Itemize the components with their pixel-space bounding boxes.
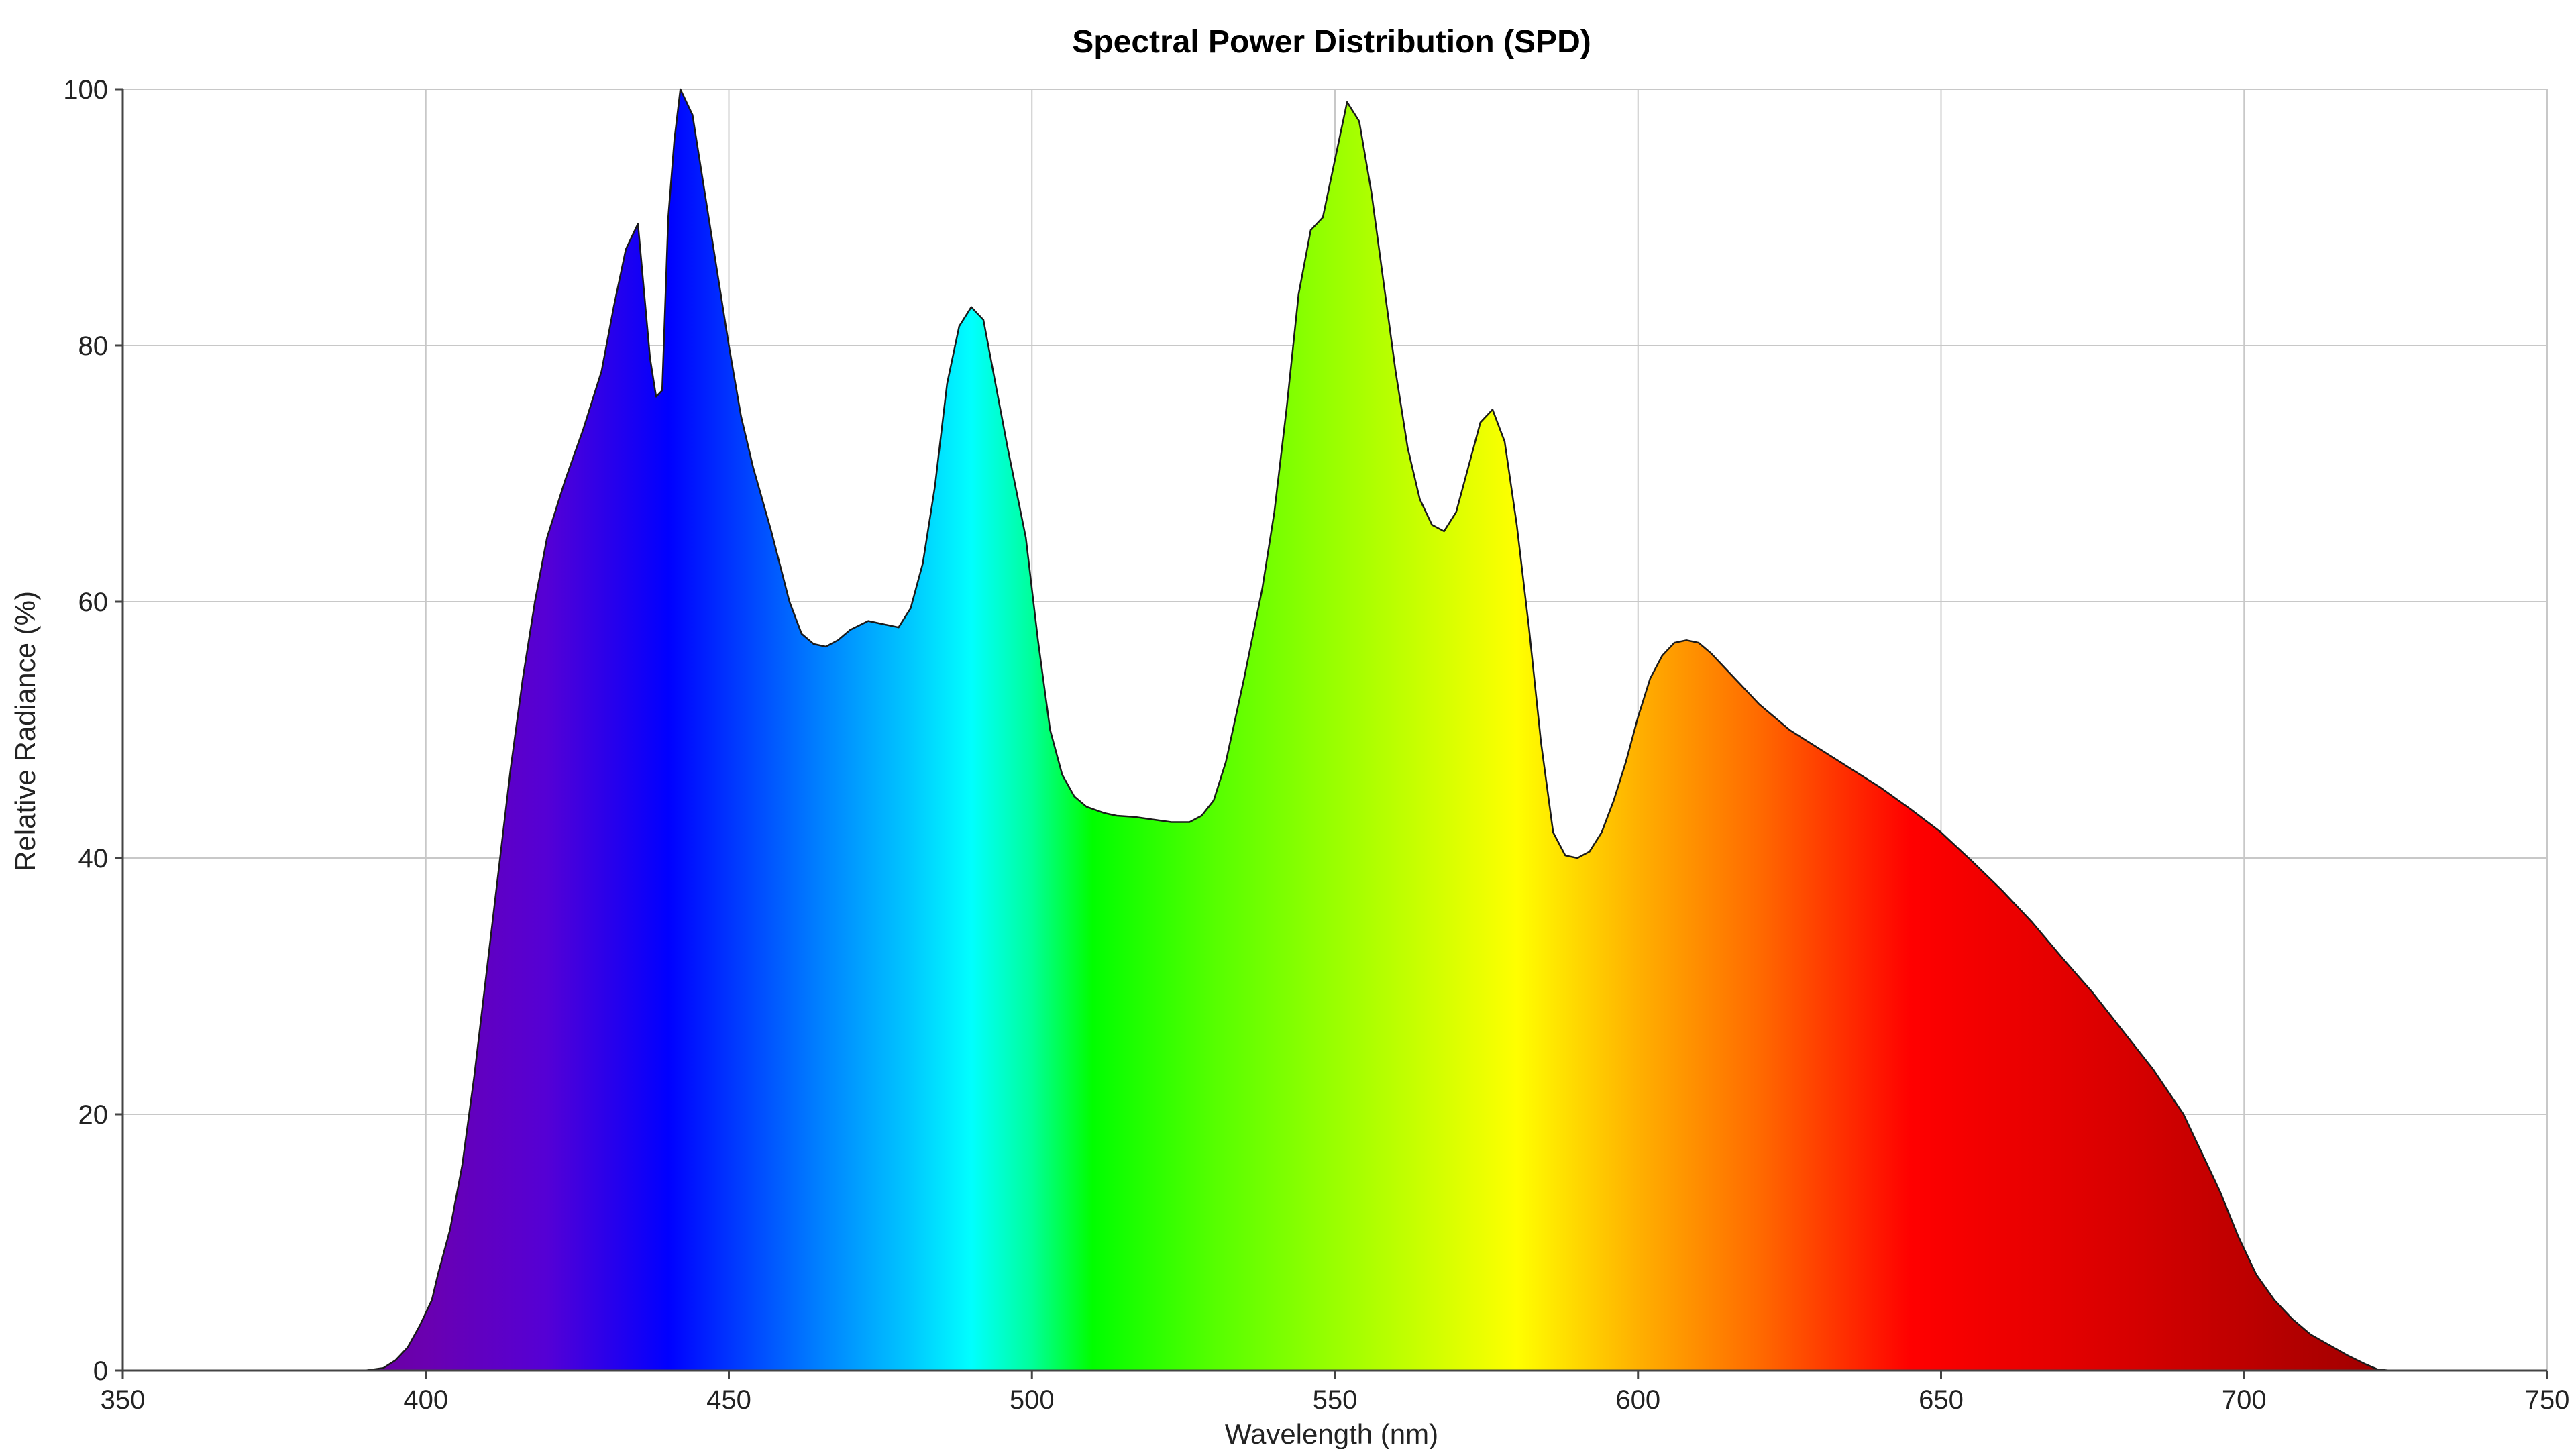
- axis-layer: [115, 88, 2548, 1379]
- y-tick-labels: 0 20 40 60 80 100: [63, 75, 108, 1386]
- y-tick-label: 100: [63, 75, 108, 105]
- x-tick-label: 400: [403, 1385, 448, 1415]
- chart-title: Spectral Power Distribution (SPD): [1072, 24, 1591, 60]
- x-tick-labels: 350 400 450 500 550 600 650 700 750: [101, 1385, 2570, 1415]
- x-tick-label: 450: [706, 1385, 751, 1415]
- y-tick-label: 20: [78, 1100, 109, 1130]
- x-axis-label: Wavelength (nm): [1225, 1418, 1438, 1449]
- y-tick-label: 60: [78, 588, 109, 617]
- spd-outline: [123, 88, 2547, 1372]
- x-tick-label: 750: [2525, 1385, 2570, 1415]
- x-tick-label: 500: [1010, 1385, 1055, 1415]
- spd-area: [123, 89, 2547, 1371]
- x-tick-label: 650: [1919, 1385, 1964, 1415]
- x-tick-label: 700: [2222, 1385, 2267, 1415]
- x-tick-label: 550: [1313, 1385, 1358, 1415]
- x-tick-label: 600: [1615, 1385, 1660, 1415]
- y-tick-label: 80: [78, 331, 109, 361]
- y-axis-label: Relative Radiance (%): [9, 591, 41, 871]
- x-tick-label: 350: [101, 1385, 146, 1415]
- y-tick-label: 0: [93, 1356, 108, 1386]
- y-tick-label: 40: [78, 844, 109, 873]
